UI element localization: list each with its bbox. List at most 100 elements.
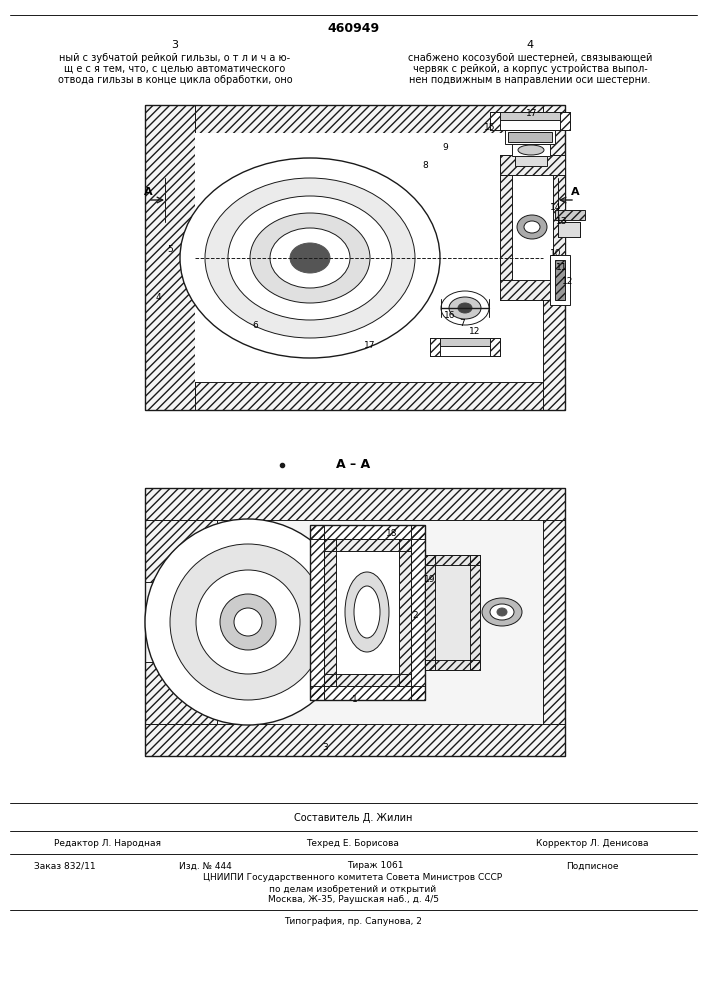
Ellipse shape <box>180 158 440 358</box>
Bar <box>310 525 425 539</box>
Bar <box>145 724 565 756</box>
Text: Редактор Л. Народная: Редактор Л. Народная <box>54 838 161 848</box>
Ellipse shape <box>354 586 380 638</box>
Bar <box>145 520 217 582</box>
Text: Заказ 832/11: Заказ 832/11 <box>34 861 96 870</box>
Bar <box>490 112 570 130</box>
Text: по делам изобретений и открытий: по делам изобретений и открытий <box>269 884 436 894</box>
Text: отвода гильзы в конце цикла обработки, оно: отвода гильзы в конце цикла обработки, о… <box>58 75 292 85</box>
Bar <box>490 338 500 356</box>
Text: 15: 15 <box>484 123 496 132</box>
Text: червяк с рейкой, а корпус устройства выпол-: червяк с рейкой, а корпус устройства вып… <box>413 64 648 74</box>
Text: 2: 2 <box>412 610 418 619</box>
Bar <box>425 555 480 670</box>
Text: щ е с я тем, что, с целью автоматического: щ е с я тем, что, с целью автоматическог… <box>64 64 286 74</box>
Text: ный с зубчатой рейкой гильзы, о т л и ч а ю-: ный с зубчатой рейкой гильзы, о т л и ч … <box>59 53 291 63</box>
Bar <box>324 539 411 686</box>
Bar <box>543 105 565 410</box>
Bar <box>336 551 399 674</box>
Ellipse shape <box>449 297 481 319</box>
Bar <box>310 686 425 700</box>
Bar <box>145 662 217 724</box>
Text: 10: 10 <box>550 249 562 258</box>
Text: 5: 5 <box>167 245 173 254</box>
Text: 1: 1 <box>352 696 358 704</box>
Text: 12: 12 <box>562 276 573 286</box>
Text: Техред Е. Борисова: Техред Е. Борисова <box>307 838 399 848</box>
Ellipse shape <box>250 213 370 303</box>
Text: 460949: 460949 <box>327 21 379 34</box>
Text: 17: 17 <box>364 342 375 351</box>
Bar <box>324 539 411 551</box>
Ellipse shape <box>205 178 415 338</box>
Bar <box>512 144 550 156</box>
Text: 13: 13 <box>556 218 568 227</box>
Bar <box>399 539 411 686</box>
Ellipse shape <box>234 608 262 636</box>
Bar <box>195 382 543 410</box>
Bar <box>560 112 570 130</box>
Bar <box>425 660 480 670</box>
Bar <box>324 539 336 686</box>
Text: 7: 7 <box>459 320 465 328</box>
Ellipse shape <box>517 215 547 239</box>
Text: Корректор Л. Денисова: Корректор Л. Денисова <box>536 838 648 848</box>
Ellipse shape <box>524 221 540 233</box>
Text: 18: 18 <box>386 528 398 538</box>
Text: Изд. № 444: Изд. № 444 <box>179 861 231 870</box>
Text: 8: 8 <box>422 160 428 169</box>
Text: 3: 3 <box>172 40 178 50</box>
Bar <box>500 155 565 175</box>
Bar <box>470 555 480 670</box>
Ellipse shape <box>170 544 326 700</box>
Text: Москва, Ж-35, Раушская наб., д. 4/5: Москва, Ж-35, Раушская наб., д. 4/5 <box>267 896 438 904</box>
Ellipse shape <box>220 594 276 650</box>
Bar <box>310 525 324 700</box>
Bar <box>555 210 585 220</box>
Bar <box>145 105 195 410</box>
Ellipse shape <box>458 303 472 313</box>
Bar <box>500 155 565 300</box>
Ellipse shape <box>228 196 392 320</box>
Bar <box>440 338 490 346</box>
Bar <box>324 674 411 686</box>
Ellipse shape <box>518 145 544 155</box>
Bar <box>555 260 565 300</box>
Text: снабжено косозубой шестерней, связывающей: снабжено косозубой шестерней, связывающе… <box>408 53 652 63</box>
Bar <box>500 280 565 300</box>
Bar <box>500 112 560 120</box>
Text: 16: 16 <box>444 312 456 320</box>
Text: 6: 6 <box>252 320 258 330</box>
Bar <box>543 520 565 724</box>
Bar <box>490 112 500 130</box>
Text: 4: 4 <box>156 294 160 302</box>
Text: 17: 17 <box>526 109 538 118</box>
Bar <box>508 132 552 142</box>
Ellipse shape <box>482 598 522 626</box>
Text: 3: 3 <box>322 744 328 752</box>
Text: 14: 14 <box>550 202 561 212</box>
Bar <box>515 156 547 166</box>
Ellipse shape <box>497 608 507 616</box>
Text: Тираж 1061: Тираж 1061 <box>346 861 403 870</box>
Text: 11: 11 <box>556 263 568 272</box>
Ellipse shape <box>196 570 300 674</box>
Bar <box>505 130 555 144</box>
Text: 9: 9 <box>442 143 448 152</box>
Bar <box>195 133 543 382</box>
Bar <box>550 255 570 305</box>
Bar <box>425 555 480 565</box>
Bar <box>310 525 425 700</box>
Text: Типография, пр. Сапунова, 2: Типография, пр. Сапунова, 2 <box>284 916 422 926</box>
Text: 12: 12 <box>469 328 481 336</box>
Bar <box>145 488 565 756</box>
Ellipse shape <box>490 604 514 620</box>
Text: нен подвижным в направлении оси шестерни.: нен подвижным в направлении оси шестерни… <box>409 75 650 85</box>
Text: Составитель Д. Жилин: Составитель Д. Жилин <box>294 813 412 823</box>
Bar <box>512 175 553 280</box>
Text: А: А <box>144 187 152 197</box>
Ellipse shape <box>145 519 351 725</box>
Text: 4: 4 <box>527 40 534 50</box>
Text: ЦНИИПИ Государственного комитета Совета Министров СССР: ЦНИИПИ Государственного комитета Совета … <box>204 874 503 882</box>
Bar <box>430 338 500 356</box>
